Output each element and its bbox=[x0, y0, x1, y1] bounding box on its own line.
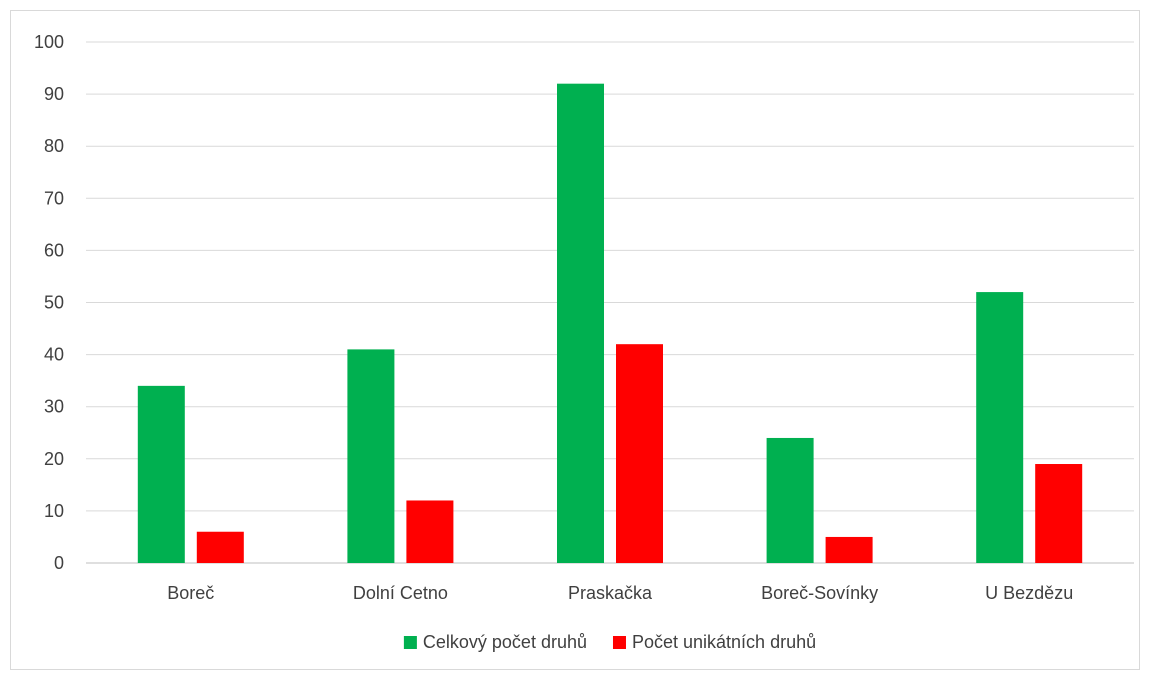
legend-label: Počet unikátních druhů bbox=[632, 632, 816, 652]
y-tick-label: 50 bbox=[44, 293, 64, 313]
bar-total bbox=[557, 83, 604, 564]
y-tick-label: 60 bbox=[44, 240, 64, 260]
y-tick-label: 70 bbox=[44, 188, 64, 208]
legend-swatch bbox=[612, 636, 626, 649]
y-tick-label: 20 bbox=[44, 449, 64, 469]
y-tick-label: 30 bbox=[44, 397, 64, 417]
bar-unique bbox=[406, 500, 454, 563]
bar-total bbox=[347, 349, 395, 563]
x-category-label: Dolní Cetno bbox=[353, 583, 448, 603]
y-tick-label: 90 bbox=[44, 84, 64, 104]
y-tick-label: 80 bbox=[44, 136, 64, 156]
y-tick-label: 100 bbox=[34, 32, 64, 52]
x-category-label: U Bezdězu bbox=[985, 583, 1073, 603]
y-tick-label: 0 bbox=[54, 553, 64, 573]
x-category-label: Praskačka bbox=[568, 583, 653, 603]
y-tick-label: 40 bbox=[44, 345, 64, 365]
legend-swatch bbox=[403, 636, 417, 649]
bar-unique bbox=[196, 531, 244, 563]
bar-total bbox=[137, 385, 185, 563]
y-tick-label: 10 bbox=[44, 501, 64, 521]
bar-unique bbox=[1035, 464, 1083, 563]
x-category-label: Boreč bbox=[167, 583, 214, 603]
legend-label: Celkový počet druhů bbox=[423, 632, 587, 652]
bar-total bbox=[766, 437, 814, 563]
x-category-label: Boreč-Sovínky bbox=[761, 583, 878, 603]
bar-total bbox=[976, 292, 1024, 563]
bar-unique bbox=[616, 344, 663, 563]
bar-unique bbox=[825, 536, 873, 563]
